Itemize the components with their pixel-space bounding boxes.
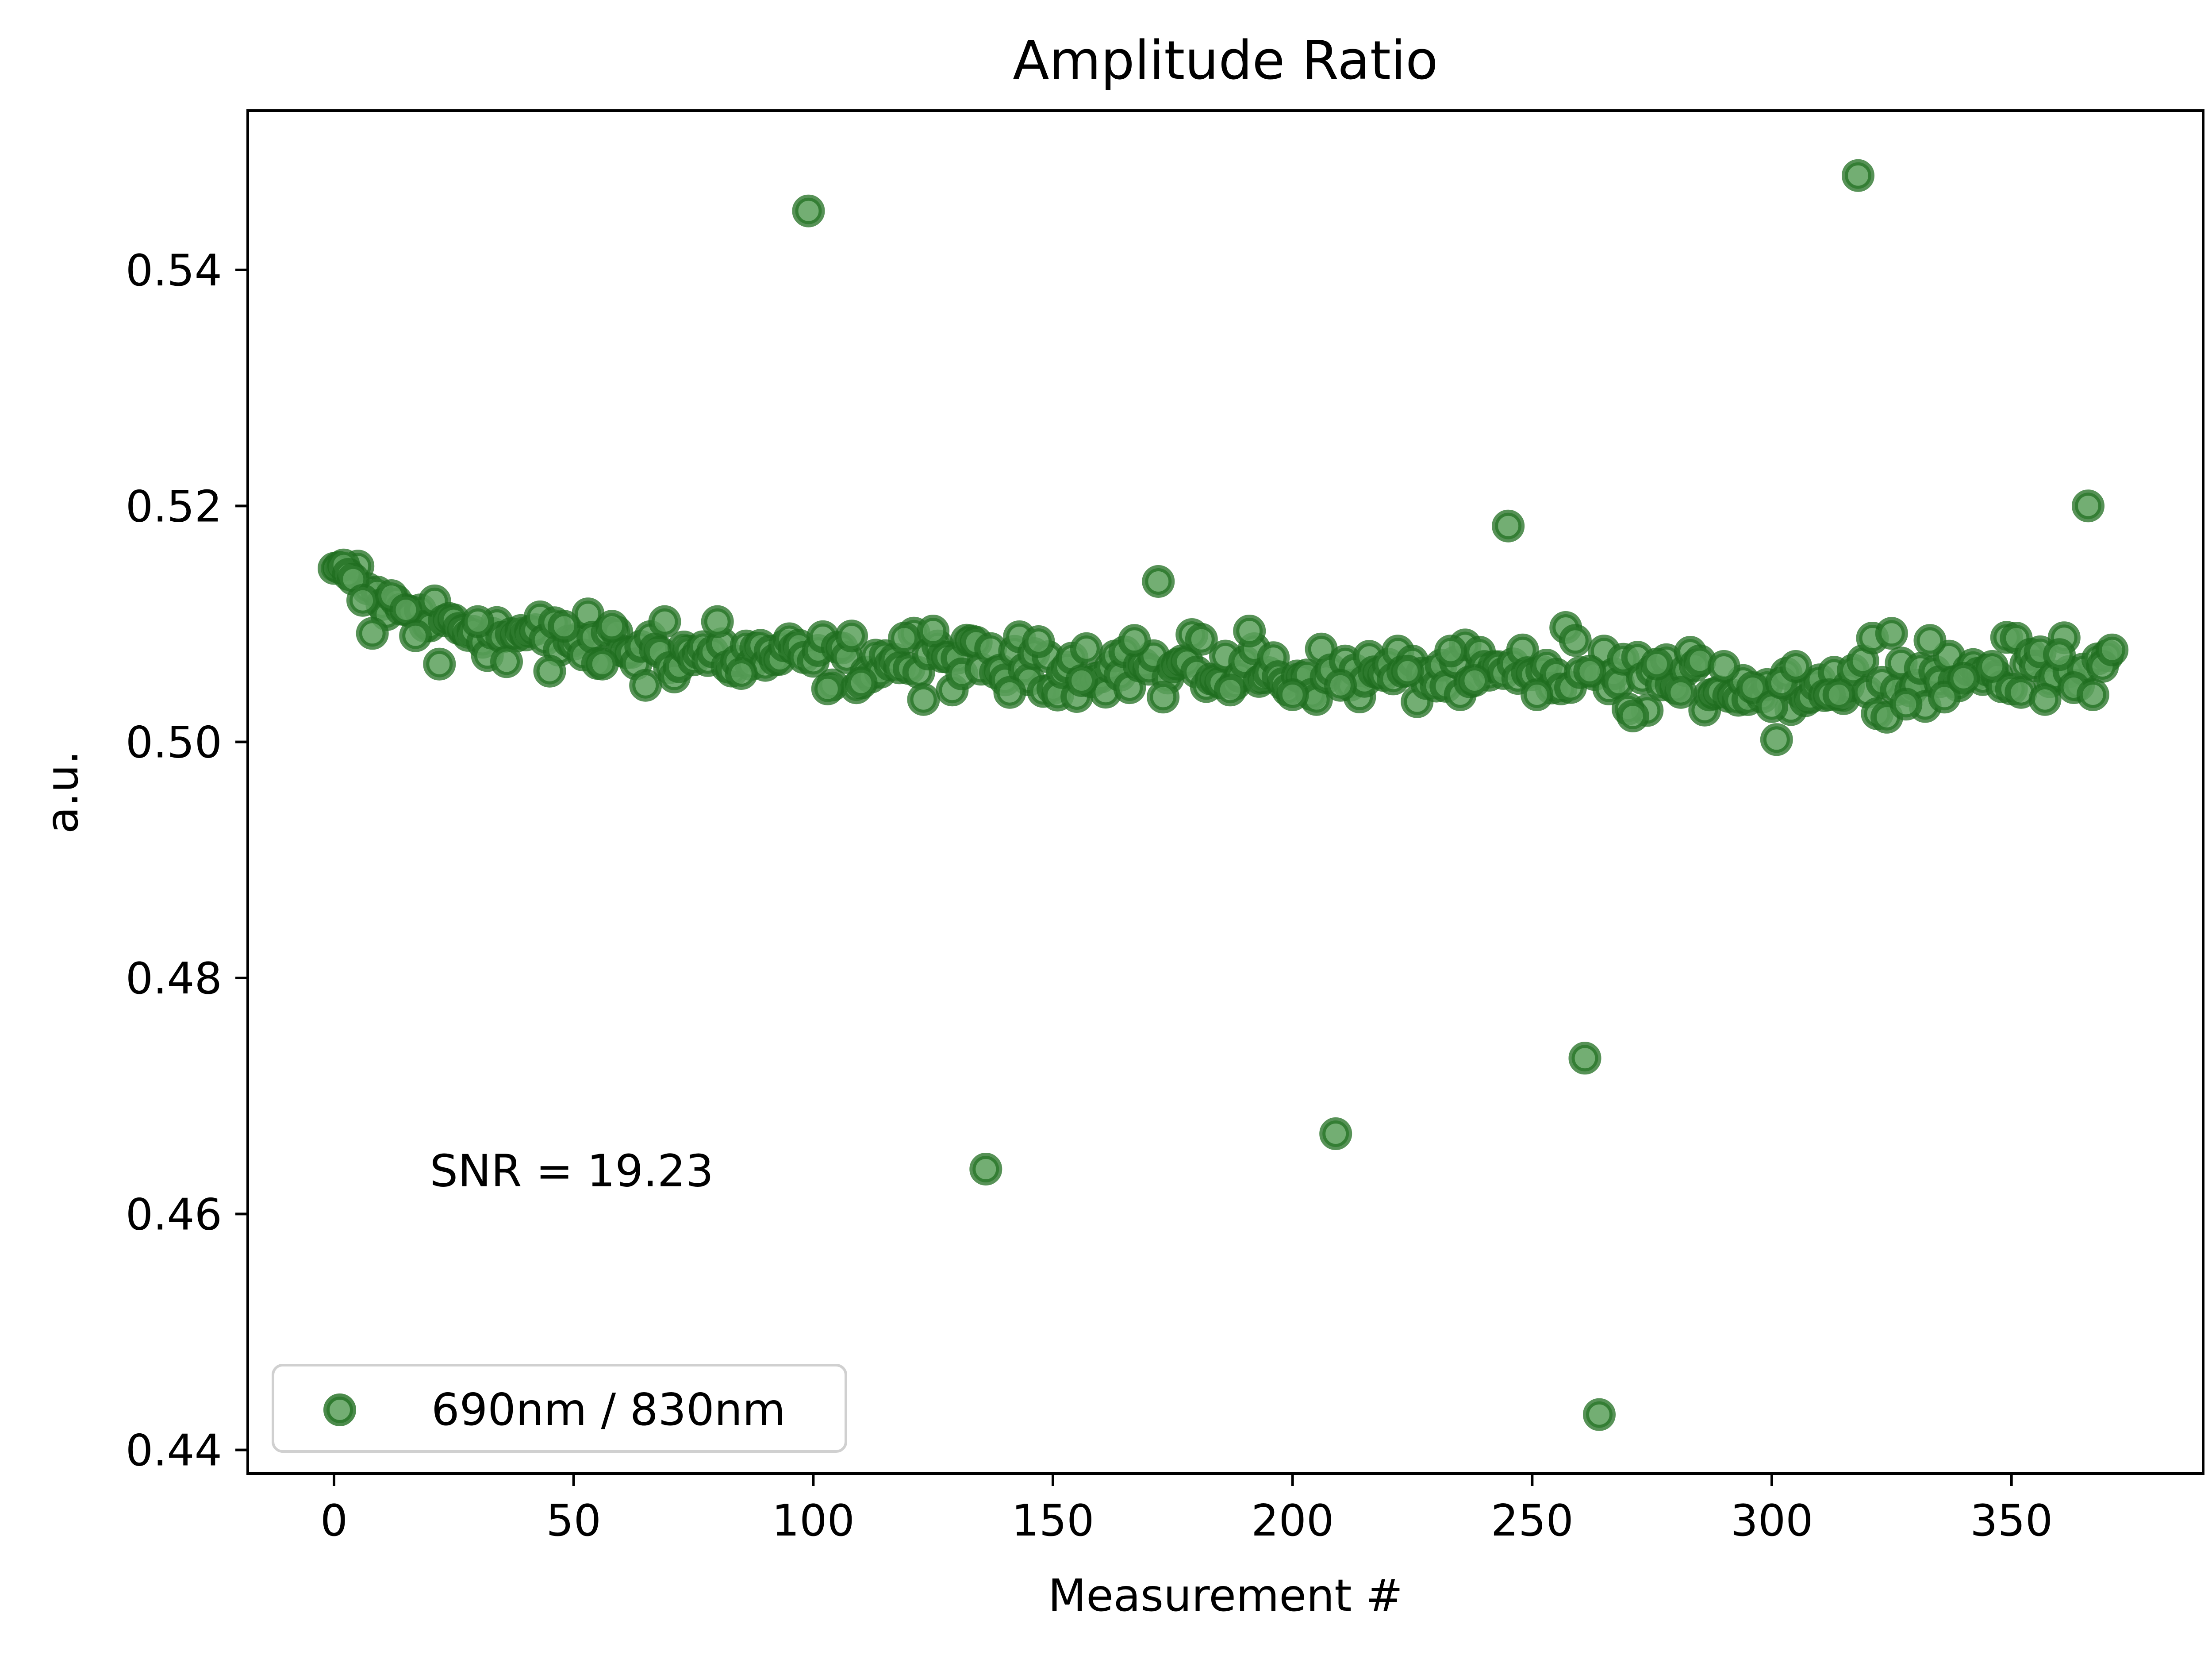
data-point — [1913, 624, 1947, 657]
data-point — [792, 194, 825, 227]
data-point — [1233, 615, 1266, 647]
data-point — [1583, 1398, 1616, 1431]
data-point — [2043, 638, 2076, 671]
x-axis-ticks: 0 50 100 150 200 250 300 350 — [320, 1474, 2053, 1546]
x-tick-label: 300 — [1730, 1496, 1813, 1546]
data-point — [629, 669, 662, 702]
data-point — [1664, 676, 1697, 709]
x-tick-label: 250 — [1491, 1496, 1574, 1546]
data-point — [648, 605, 681, 638]
data-point — [1434, 635, 1467, 668]
data-point — [1928, 681, 1961, 714]
data-point — [1324, 669, 1357, 702]
legend-box — [272, 1364, 847, 1453]
legend-marker — [323, 1393, 356, 1426]
data-point — [389, 593, 422, 626]
data-point — [1822, 678, 1855, 711]
data-point — [1185, 623, 1218, 656]
x-tick-label: 50 — [546, 1496, 601, 1546]
y-tick-label: 0.48 — [126, 954, 222, 1004]
data-point — [993, 676, 1026, 709]
data-point — [701, 605, 734, 638]
data-point — [1118, 624, 1151, 657]
data-point — [917, 615, 950, 647]
data-point — [346, 584, 379, 617]
data-point — [586, 647, 619, 681]
data-point — [1559, 624, 1592, 657]
points-layer — [318, 159, 2129, 1431]
data-point — [1022, 625, 1055, 658]
data-point — [423, 647, 456, 681]
data-point — [1319, 1117, 1352, 1150]
data-point — [845, 666, 878, 700]
data-point — [1616, 700, 1649, 732]
data-point — [1842, 159, 1874, 192]
y-tick-label: 0.44 — [126, 1426, 222, 1476]
data-point — [1707, 650, 1740, 683]
x-tick-label: 200 — [1251, 1496, 1334, 1546]
data-point — [1875, 617, 1908, 650]
data-point — [548, 610, 580, 643]
data-point — [1147, 681, 1180, 714]
data-point — [969, 1153, 1002, 1185]
data-point — [399, 619, 432, 652]
data-point — [1458, 664, 1491, 697]
data-point — [1391, 654, 1424, 688]
data-point — [1492, 509, 1525, 543]
data-point — [725, 657, 758, 690]
data-point — [2072, 489, 2104, 523]
data-point — [1521, 678, 1554, 711]
data-point — [907, 683, 940, 716]
data-point — [888, 622, 921, 654]
y-tick-label: 0.54 — [126, 246, 222, 296]
data-point — [811, 672, 844, 705]
data-point — [490, 645, 523, 678]
plot-frame — [246, 109, 2204, 1475]
x-tick-label: 0 — [320, 1496, 348, 1546]
data-point — [1142, 565, 1175, 598]
snr-annotation: SNR = 19.23 — [430, 1145, 714, 1197]
data-point — [1760, 723, 1793, 756]
data-point — [1947, 662, 1980, 695]
data-point — [356, 617, 389, 650]
data-point — [533, 654, 566, 688]
data-point — [1573, 654, 1606, 688]
y-tick-label: 0.46 — [126, 1189, 222, 1240]
data-point — [1640, 647, 1673, 681]
legend: 690nm / 830nm — [272, 1364, 847, 1453]
y-axis-label: a.u. — [36, 751, 88, 834]
data-point — [2096, 633, 2129, 666]
x-tick-label: 350 — [1970, 1496, 2053, 1546]
data-point — [2076, 678, 2109, 711]
data-point — [1568, 1042, 1601, 1075]
plot-background — [248, 111, 2203, 1474]
y-axis-ticks: 0.44 0.46 0.48 0.50 0.52 0.54 — [126, 246, 248, 1476]
plot-area — [246, 109, 2204, 1475]
data-point — [1779, 650, 1813, 683]
chart-title: Amplitude Ratio — [1013, 30, 1438, 92]
data-point — [1976, 650, 2009, 683]
y-tick-label: 0.50 — [126, 718, 222, 768]
data-point — [1070, 632, 1103, 665]
legend-label: 690nm / 830nm — [431, 1384, 786, 1436]
y-tick-label: 0.52 — [126, 481, 222, 532]
data-point — [1276, 678, 1309, 711]
x-axis-label: Measurement # — [1048, 1570, 1403, 1621]
data-point — [1065, 664, 1098, 697]
data-point — [1214, 674, 1247, 707]
x-tick-label: 100 — [772, 1496, 855, 1546]
data-point — [1889, 688, 1923, 721]
data-point — [835, 620, 868, 653]
data-point — [2028, 683, 2062, 716]
data-point — [595, 610, 629, 643]
x-tick-label: 150 — [1011, 1496, 1094, 1546]
data-point — [461, 605, 494, 638]
